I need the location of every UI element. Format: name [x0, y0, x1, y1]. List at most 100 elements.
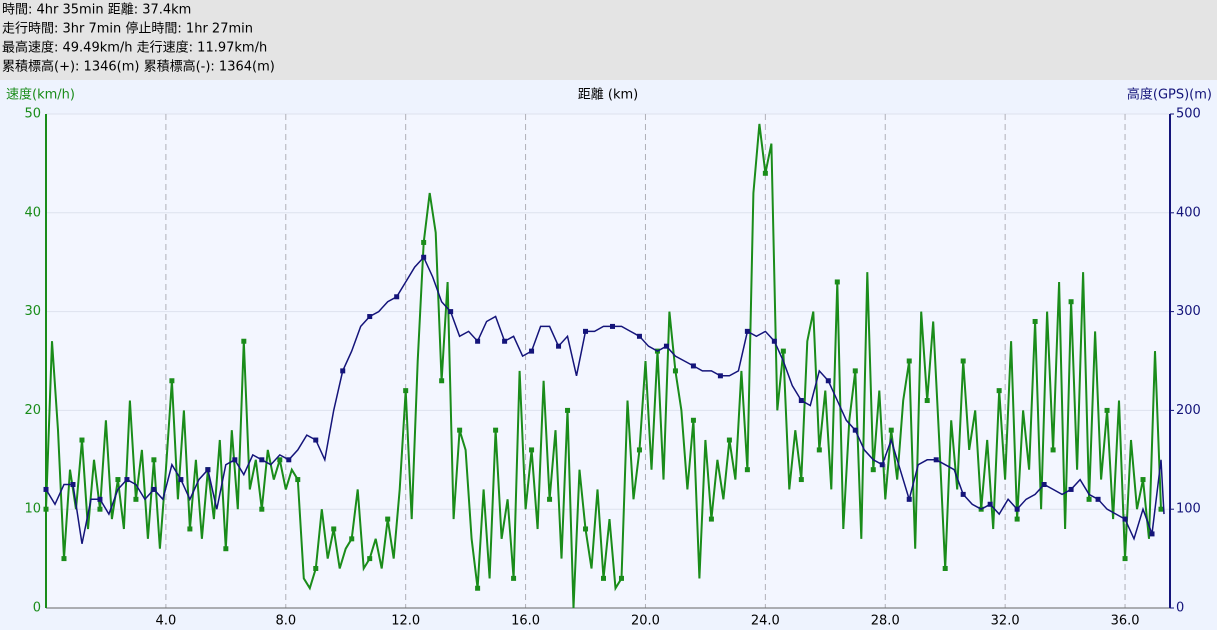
point-marker [798, 477, 804, 483]
point-marker [1068, 486, 1074, 492]
point-marker [834, 279, 840, 285]
point-marker [825, 378, 831, 384]
x-axis-title: 距離 (km) [578, 88, 638, 103]
point-marker [609, 323, 615, 329]
point-marker [223, 546, 229, 552]
point-marker [529, 447, 535, 453]
point-marker [124, 477, 130, 483]
point-marker [780, 348, 786, 354]
y2-axis-title: 高度(GPS)(m) [1127, 87, 1212, 103]
header-line: 累積標高(+): 1346(m) 累積標高(-): 1364(m) [2, 59, 275, 75]
point-marker [1086, 496, 1092, 502]
point-marker [286, 457, 292, 463]
point-marker [583, 526, 589, 532]
point-marker [816, 447, 822, 453]
point-marker [744, 328, 750, 334]
point-marker [690, 417, 696, 423]
point-marker [556, 343, 562, 349]
point-marker [601, 575, 607, 581]
y2-tick-label: 0 [1176, 601, 1184, 616]
point-marker [475, 338, 481, 344]
point-marker [987, 501, 993, 507]
point-marker [1014, 506, 1020, 512]
point-marker [331, 526, 337, 532]
point-marker [852, 427, 858, 433]
point-marker [421, 239, 427, 245]
point-marker [547, 496, 553, 502]
point-marker [97, 496, 103, 502]
point-marker [61, 556, 67, 562]
point-marker [942, 565, 948, 571]
point-marker [529, 348, 535, 354]
x-tick-label: 24.0 [751, 614, 780, 629]
point-marker [879, 462, 885, 468]
point-marker [259, 457, 265, 463]
point-marker [448, 309, 454, 315]
point-marker [79, 437, 85, 443]
point-marker [690, 363, 696, 369]
point-marker [1158, 506, 1164, 512]
point-marker [43, 486, 49, 492]
point-marker [367, 314, 373, 320]
x-tick-label: 28.0 [871, 614, 900, 629]
y-tick-label: 0 [33, 601, 41, 616]
point-marker [367, 556, 373, 562]
point-marker [511, 575, 517, 581]
point-marker [663, 343, 669, 349]
point-marker [259, 506, 265, 512]
y-tick-label: 30 [24, 304, 41, 319]
y-tick-label: 50 [24, 107, 41, 122]
y-tick-label: 10 [24, 502, 41, 517]
point-marker [295, 477, 301, 483]
point-marker [187, 526, 193, 532]
point-marker [313, 437, 319, 443]
point-marker [726, 437, 732, 443]
point-marker [618, 575, 624, 581]
header-line: 走行時間: 3hr 7min 停止時間: 1hr 27min [2, 21, 253, 37]
point-marker [151, 457, 157, 463]
y2-tick-label: 400 [1176, 205, 1201, 220]
point-marker [232, 457, 238, 463]
point-marker [340, 368, 346, 374]
point-marker [708, 516, 714, 522]
point-marker [115, 477, 121, 483]
point-marker [349, 536, 355, 542]
point-marker [996, 388, 1002, 394]
point-marker [888, 427, 894, 433]
point-marker [960, 491, 966, 497]
point-marker [852, 368, 858, 374]
header-bg [0, 0, 1217, 80]
x-tick-label: 4.0 [156, 614, 177, 629]
point-marker [672, 368, 678, 374]
point-marker [960, 358, 966, 364]
point-marker [565, 407, 571, 413]
point-marker [1068, 299, 1074, 305]
point-marker [1041, 482, 1047, 487]
point-marker [97, 506, 103, 512]
point-marker [178, 477, 184, 483]
point-marker [906, 358, 912, 364]
point-marker [906, 496, 912, 502]
point-marker [636, 333, 642, 339]
point-marker [1149, 531, 1155, 537]
point-marker [313, 565, 319, 571]
point-marker [924, 398, 930, 404]
point-marker [502, 338, 508, 344]
point-marker [1104, 407, 1110, 413]
point-marker [475, 585, 481, 591]
y2-tick-label: 300 [1176, 304, 1201, 319]
y-tick-label: 40 [24, 205, 41, 220]
point-marker [1095, 496, 1101, 502]
point-marker [798, 398, 804, 404]
x-tick-label: 20.0 [631, 614, 660, 629]
point-marker [1122, 556, 1128, 562]
point-marker [1122, 516, 1128, 522]
point-marker [771, 338, 777, 344]
point-marker [421, 254, 427, 260]
header-line: 最高速度: 49.49km/h 走行速度: 11.97km/h [2, 40, 267, 56]
point-marker [439, 378, 445, 384]
x-tick-label: 16.0 [511, 614, 540, 629]
y-tick-label: 20 [24, 403, 41, 418]
